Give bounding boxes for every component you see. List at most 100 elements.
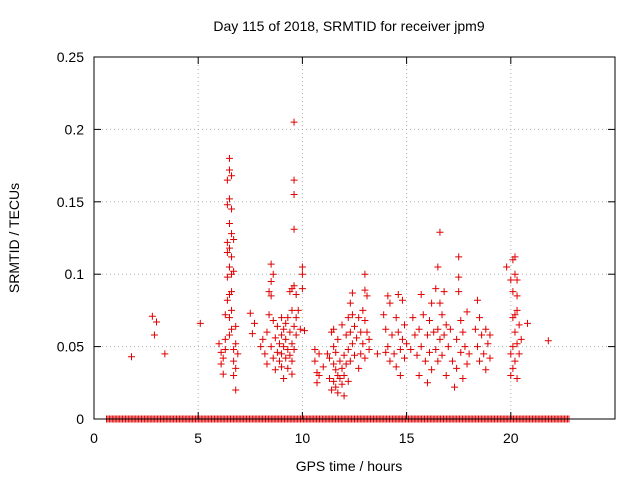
data-point	[230, 267, 238, 275]
data-point	[313, 379, 321, 387]
data-point	[217, 348, 225, 356]
data-point	[438, 311, 446, 319]
data-point	[384, 292, 392, 300]
data-point	[340, 392, 348, 400]
data-point	[161, 350, 169, 358]
data-point	[228, 172, 236, 180]
data-point	[282, 319, 290, 327]
data-point	[430, 328, 438, 336]
data-point	[344, 377, 352, 385]
data-point	[486, 331, 494, 339]
data-point	[359, 340, 367, 348]
data-point	[273, 322, 281, 330]
data-point	[513, 276, 521, 284]
data-point	[290, 282, 298, 290]
data-point	[284, 345, 292, 353]
data-point	[440, 288, 448, 296]
data-point	[230, 345, 238, 353]
data-point	[463, 308, 471, 316]
data-point	[328, 386, 336, 394]
data-point	[315, 350, 323, 358]
data-point	[217, 360, 225, 368]
data-point	[401, 321, 409, 329]
data-point	[228, 205, 236, 213]
data-point	[278, 363, 286, 371]
data-point	[432, 345, 440, 353]
x-tick-label: 10	[295, 430, 311, 446]
data-point	[246, 309, 254, 317]
data-point	[444, 343, 452, 351]
data-point	[507, 372, 515, 380]
data-point	[523, 319, 531, 327]
x-tick-label: 20	[503, 430, 519, 446]
data-point	[436, 228, 444, 236]
data-point	[486, 354, 494, 362]
data-point	[380, 311, 388, 319]
data-point	[434, 325, 442, 333]
data-point	[407, 345, 415, 353]
data-point	[386, 357, 394, 365]
data-point	[278, 331, 286, 339]
data-point	[273, 348, 281, 356]
data-point	[288, 357, 296, 365]
data-point	[232, 386, 240, 394]
data-point	[150, 331, 158, 339]
data-point	[409, 314, 417, 322]
data-point	[153, 318, 161, 326]
data-point	[219, 354, 227, 362]
tick-labels: 0 0.05 0.1 0.15 0.2 0.25 0 5 10 15 20	[57, 49, 519, 446]
data-point	[411, 331, 419, 339]
data-point	[355, 364, 363, 372]
data-point	[473, 296, 481, 304]
data-point	[269, 317, 277, 325]
data-point	[361, 270, 369, 278]
data-point	[294, 306, 302, 314]
data-point	[455, 253, 463, 261]
data-point	[330, 325, 338, 333]
data-point	[223, 201, 231, 209]
data-point	[507, 350, 515, 358]
data-point	[398, 335, 406, 343]
data-point	[269, 270, 277, 278]
data-point	[453, 335, 461, 343]
data-point	[267, 292, 275, 300]
data-point	[278, 350, 286, 358]
data-point	[311, 345, 319, 353]
axis-ticks	[93, 56, 615, 420]
data-point	[234, 350, 242, 358]
chart-title: Day 115 of 2018, SRMTID for receiver jpm…	[213, 18, 485, 34]
data-point	[230, 357, 238, 365]
data-point	[436, 299, 444, 307]
data-point	[290, 322, 298, 330]
data-point	[446, 325, 454, 333]
y-tick-label: 0.05	[57, 339, 84, 355]
data-point	[292, 290, 300, 298]
data-point	[340, 351, 348, 359]
data-point	[346, 299, 354, 307]
data-point	[459, 374, 467, 382]
data-point	[426, 317, 434, 325]
data-point	[426, 348, 434, 356]
data-point	[228, 253, 236, 261]
data-point	[442, 321, 450, 329]
data-point	[275, 340, 283, 348]
data-point	[342, 360, 350, 368]
data-point	[365, 335, 373, 343]
data-point	[373, 350, 381, 358]
data-point	[394, 290, 402, 298]
data-point	[517, 335, 525, 343]
data-point	[267, 260, 275, 268]
data-point	[296, 325, 304, 333]
data-point	[419, 311, 427, 319]
data-point	[476, 357, 484, 365]
data-point	[338, 321, 346, 329]
data-point	[344, 345, 352, 353]
data-point	[403, 340, 411, 348]
x-tick-label: 5	[194, 430, 202, 446]
data-point	[257, 343, 265, 351]
data-point	[275, 357, 283, 365]
x-axis-label: GPS time / hours	[296, 458, 403, 474]
data-point	[415, 372, 423, 380]
data-point	[290, 345, 298, 353]
data-point	[511, 270, 519, 278]
